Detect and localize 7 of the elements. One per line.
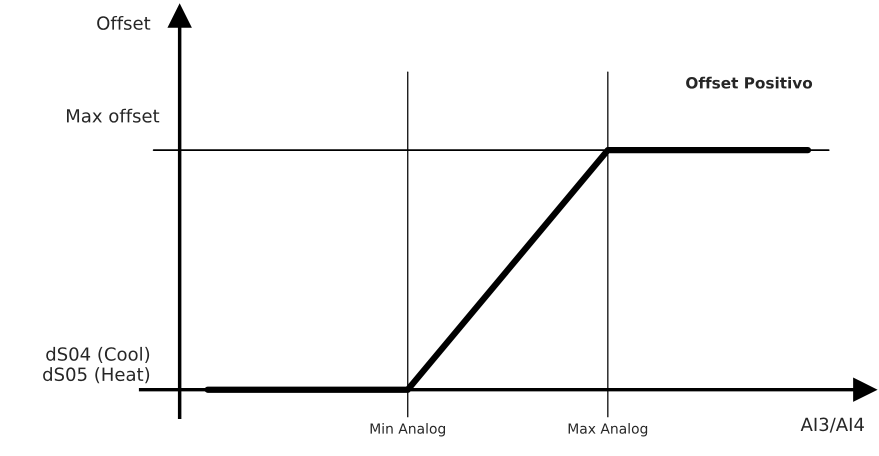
- ref-line-label: Max offset: [66, 108, 160, 123]
- x-tick-label: Min Analog: [370, 423, 446, 436]
- x-axis-title: AI3/AI4: [800, 418, 864, 433]
- text: Offset: [97, 16, 150, 30]
- x-tick-label: Max Analog: [568, 423, 648, 436]
- annotation: dS04 (Cool) dS05 (Heat): [43, 346, 150, 384]
- text: Offset Positivo: [686, 76, 812, 89]
